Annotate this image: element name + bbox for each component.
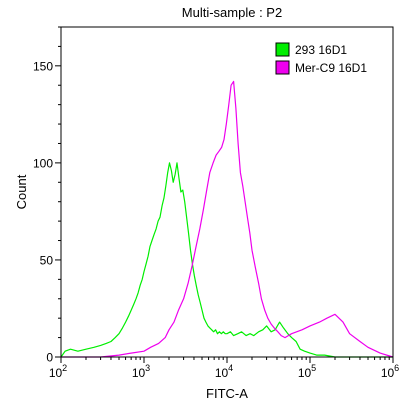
chart-title: Multi-sample : P2 — [182, 5, 282, 20]
y-tick-label: 0 — [46, 351, 53, 365]
axis-layer: 0 50 100 150 102 103 104 105 106 — [33, 26, 399, 380]
series-layer — [60, 80, 394, 358]
x-tick-label: 103 — [132, 363, 150, 380]
legend-swatch — [275, 42, 290, 57]
x-tick-label: 106 — [381, 363, 399, 380]
legend-swatch — [275, 60, 290, 75]
legend-label: 293 16D1 — [295, 43, 347, 57]
y-tick-label: 100 — [33, 156, 53, 170]
y-tick-label: 150 — [33, 59, 53, 73]
x-tick-label: 105 — [298, 363, 316, 380]
x-tick-label: 104 — [215, 363, 233, 380]
x-axis-label: FITC-A — [206, 386, 248, 401]
y-axis-label: Count — [14, 174, 29, 209]
legend-label: Mer-C9 16D1 — [295, 61, 367, 75]
series-line-1 — [60, 162, 393, 358]
x-tick-label: 102 — [49, 363, 67, 380]
y-tick-label: 50 — [40, 253, 54, 267]
legend: 293 16D1 Mer-C9 16D1 — [275, 42, 367, 75]
series-line-2 — [61, 80, 394, 358]
